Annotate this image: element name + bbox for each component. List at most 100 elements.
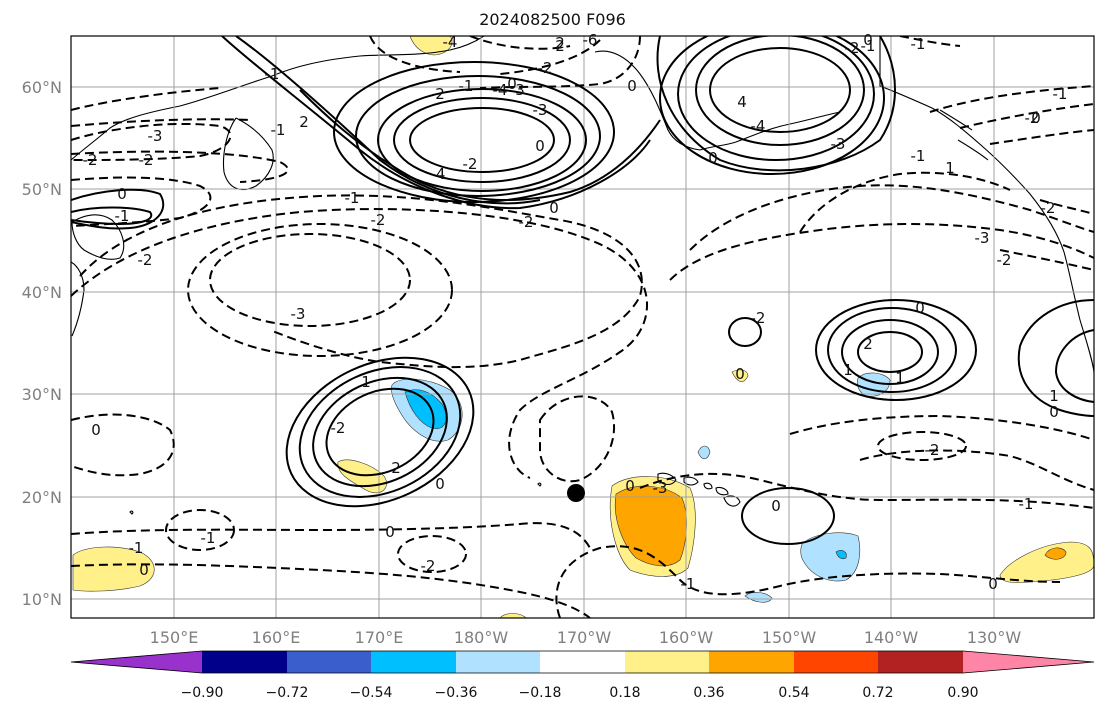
contour-line — [677, 36, 875, 161]
contour-line — [409, 107, 555, 173]
contour-line — [325, 387, 435, 477]
contour-line — [656, 36, 896, 172]
colorbar-tick: −0.72 — [266, 685, 309, 701]
colorbar-bin — [878, 651, 963, 673]
contour-line — [899, 36, 961, 47]
contour-label: -1 — [345, 189, 360, 207]
contour-line — [369, 36, 461, 73]
colorbar-bin — [963, 651, 1094, 673]
contour-line — [79, 194, 643, 369]
colorbar-bin — [371, 651, 456, 673]
lon-label: 180°W — [454, 628, 509, 647]
contour-label: 0 — [507, 75, 517, 93]
contour-line — [71, 122, 232, 161]
lon-label: 170°W — [557, 628, 612, 647]
contour-line — [539, 395, 616, 483]
map-frame — [70, 35, 1095, 619]
contour-label: -2 — [538, 59, 553, 77]
contour-label: 0 — [139, 561, 149, 579]
contour-label: 0 — [549, 199, 559, 217]
contour-line — [355, 75, 601, 197]
contour-label: 0 — [627, 77, 637, 95]
shade-positive-low — [409, 36, 453, 56]
contour-label: 4 — [737, 93, 747, 111]
contour-label: 2 — [555, 37, 565, 55]
contour-line — [393, 97, 571, 183]
island — [657, 472, 677, 486]
lon-label: 150°E — [150, 628, 199, 647]
contour-label: -1 — [681, 575, 696, 593]
contour-label: -3 — [831, 135, 846, 153]
contour-line — [71, 118, 251, 127]
contour-label: -1 — [115, 207, 130, 225]
colorbar-tick: 0.36 — [693, 685, 724, 701]
shade-positive-mid — [1044, 547, 1067, 560]
colorbar-bin — [287, 651, 371, 673]
coastline — [71, 261, 85, 337]
coastline — [222, 117, 274, 190]
contour-line — [741, 487, 835, 545]
contour-label: 0 — [91, 421, 101, 439]
contour-line — [999, 249, 1094, 271]
coastline — [699, 111, 841, 151]
contour-line — [639, 472, 1094, 509]
island — [723, 495, 741, 507]
contour-line — [71, 150, 289, 183]
contour-label: -4 — [443, 33, 458, 51]
lat-label: 10°N — [22, 590, 62, 609]
contour-label: 0 — [1031, 109, 1041, 127]
contour-label: 1 — [1049, 387, 1059, 405]
contour-line — [71, 413, 175, 477]
colorbar-ticks: −0.90 −0.72 −0.54 −0.36 −0.18 0.18 0.36 … — [181, 685, 979, 701]
contour-line — [857, 331, 923, 373]
contour-line — [499, 39, 601, 75]
contour-label: -2 — [421, 557, 436, 575]
contour-line — [71, 206, 153, 226]
contour-label: 0 — [385, 523, 395, 541]
contour-labels: -3-2-2-1-2-1-3-2-4-3-22-1-100-3-4-1-2-3-… — [83, 31, 1068, 593]
contour-label: -3 — [533, 101, 548, 119]
contour-line — [469, 36, 571, 50]
colorbar-tick: 0.90 — [947, 685, 978, 701]
contour-line — [709, 47, 851, 133]
contour-label: -2 — [997, 251, 1012, 269]
lon-label: 170°E — [355, 628, 404, 647]
contour-label: 2 — [863, 335, 873, 353]
colorbar-bin — [202, 651, 287, 673]
colorbar-tick: −0.90 — [181, 685, 224, 701]
contour-line — [312, 376, 448, 488]
shade-positive-low — [72, 546, 155, 592]
dashed-contours — [71, 36, 1094, 618]
contour-label: 1 — [843, 361, 853, 379]
contour-label: 2 — [391, 459, 401, 477]
latitude-labels: 60°N 50°N 40°N 30°N 20°N 10°N — [22, 78, 62, 609]
contour-line — [1039, 199, 1094, 215]
contour-label: -1 — [911, 147, 926, 165]
coastline — [71, 214, 125, 260]
contour-line — [827, 307, 957, 393]
contour-line — [815, 299, 977, 401]
contour-label: 0 — [625, 477, 635, 495]
contour-line — [841, 319, 939, 385]
contour-label: 0 — [435, 475, 445, 493]
contour-label: 0 — [708, 149, 718, 167]
coastlines — [71, 36, 1094, 515]
lon-label: 160°W — [659, 628, 714, 647]
contour-label: -3 — [653, 479, 668, 497]
contour-line — [71, 563, 591, 618]
lon-label: 140°W — [864, 628, 919, 647]
shade-positive-low — [731, 369, 749, 382]
shade-negative-low — [800, 532, 861, 582]
contour-label: -2 — [1025, 109, 1040, 127]
contour-label: 1 — [895, 369, 905, 387]
lat-lon-grid — [71, 36, 1094, 618]
shade-negative-mid — [835, 550, 847, 560]
lat-label: 20°N — [22, 488, 62, 507]
contour-line — [929, 85, 1094, 113]
contour-line — [333, 61, 615, 203]
island — [703, 482, 713, 490]
contour-label: -1 — [911, 35, 926, 53]
colorbar-bin — [625, 651, 709, 673]
contour-line — [479, 36, 641, 89]
coastline — [594, 50, 701, 151]
